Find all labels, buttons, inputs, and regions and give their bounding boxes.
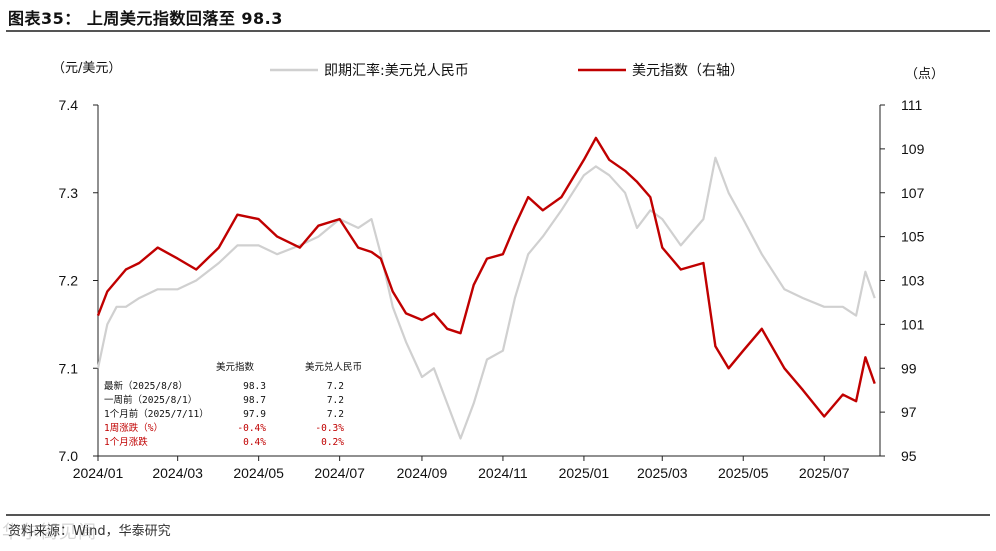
left-tick-label: 7.3 (59, 185, 79, 201)
x-tick-label: 2024/03 (152, 465, 203, 481)
usdcny-line (96, 156, 876, 440)
table-cell-cny: 0.2% (321, 437, 344, 448)
x-tick-label: 2025/07 (799, 465, 850, 481)
top-rule (6, 30, 990, 32)
table-cell-cny: 7.2 (327, 381, 344, 392)
left-axis-unit: （元/美元） (52, 61, 121, 76)
table-cell-dxy: 0.4% (243, 437, 266, 448)
x-tick-label: 2024/07 (314, 465, 365, 481)
source-note: 资料来源：Wind，华泰研究 (8, 524, 171, 539)
table-row-label: 1周涨跌（%） (104, 422, 163, 434)
table-row-label: 1个月前（2025/7/11） (104, 408, 209, 420)
right-tick-label: 111 (901, 97, 922, 113)
x-tick-label: 2024/11 (478, 465, 528, 481)
right-axis-unit: （点） (905, 67, 944, 82)
left-tick-label: 7.2 (59, 273, 79, 289)
table-cell-dxy: 97.9 (243, 409, 266, 420)
table-header: 美元兑人民币 (305, 361, 362, 373)
watermark: 华尔街见闻 (2, 522, 97, 543)
table-cell-cny: 7.2 (327, 409, 344, 420)
right-tick-label: 107 (901, 185, 925, 201)
right-tick-label: 101 (901, 316, 925, 332)
right-tick-label: 99 (901, 360, 917, 376)
table-cell-cny: 7.2 (327, 395, 344, 406)
bottom-rule (6, 514, 990, 516)
left-tick-label: 7.1 (59, 360, 79, 376)
table-cell-dxy: 98.3 (243, 381, 266, 392)
left-tick-label: 7.0 (59, 448, 79, 464)
x-tick-label: 2025/05 (718, 465, 769, 481)
figure-title: 图表35： 上周美元指数回落至 98.3 (8, 9, 283, 28)
x-tick-label: 2025/03 (637, 465, 688, 481)
x-tick-label: 2024/09 (397, 465, 448, 481)
series-layer (96, 136, 876, 440)
table-cell-dxy: -0.4% (237, 423, 266, 434)
x-tick-label: 2024/05 (233, 465, 284, 481)
table-header: 美元指数 (216, 361, 255, 373)
axes-layer: 7.0 7.1 7.2 7.3 7.4 95 97 99 101 103 105 107 109 111 2… (52, 61, 944, 481)
right-tick-label: 97 (901, 404, 917, 420)
right-tick-label: 95 (901, 448, 917, 464)
left-tick-label: 7.4 (59, 97, 79, 113)
right-tick-label: 105 (901, 229, 925, 245)
x-tick-label: 2024/01 (73, 465, 124, 481)
table-row-label: 一周前（2025/8/1） (104, 394, 197, 406)
table-row-label: 最新（2025/8/8） (104, 380, 188, 392)
legend-label: 即期汇率:美元兑人民币 (324, 62, 469, 79)
legend-label: 美元指数（右轴） (632, 63, 744, 79)
legend: 即期汇率:美元兑人民币 美元指数（右轴） (270, 62, 744, 79)
table-row-label: 1个月涨跌 (104, 436, 148, 448)
table-cell-cny: -0.3% (315, 423, 344, 434)
table-cell-dxy: 98.7 (243, 395, 266, 406)
x-tick-label: 2025/01 (559, 465, 610, 481)
right-tick-label: 103 (901, 273, 925, 289)
dxy-line (96, 136, 876, 418)
right-tick-label: 109 (901, 141, 925, 157)
